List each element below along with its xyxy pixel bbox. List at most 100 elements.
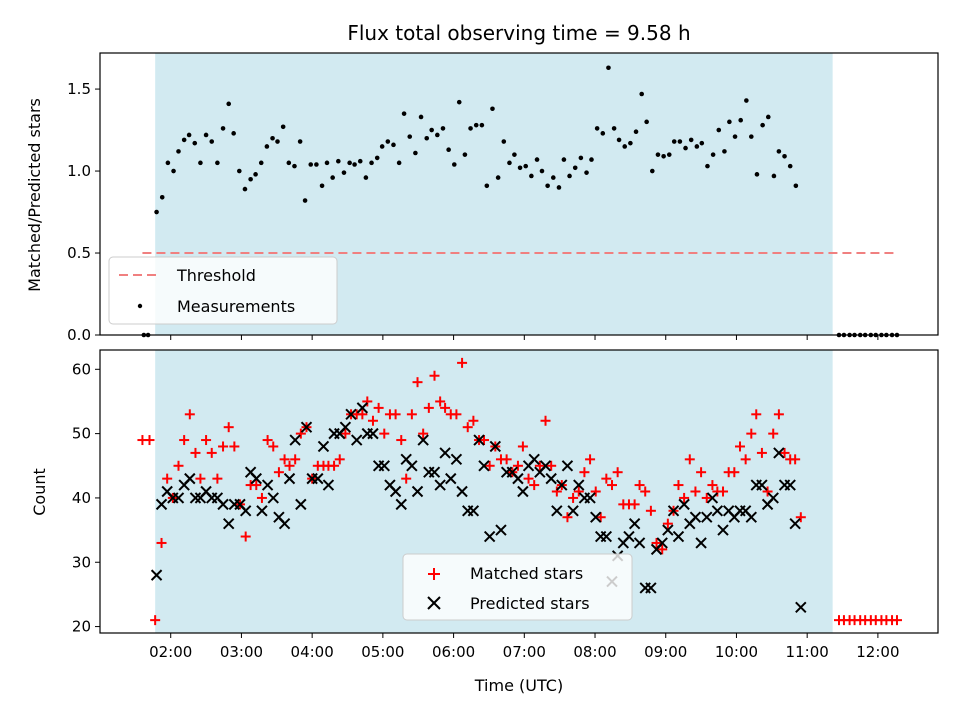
- matched-star-point: [551, 486, 562, 497]
- measurement-point: [176, 149, 181, 154]
- measurement-point: [622, 144, 628, 149]
- matched-star-point: [373, 402, 384, 413]
- predicted-star-point: [395, 498, 407, 511]
- measurement-point: [749, 134, 754, 139]
- matched-star-point: [707, 480, 718, 491]
- predicted-star-point: [489, 440, 502, 453]
- matched-star-point: [662, 518, 673, 529]
- measurement-point: [242, 186, 248, 192]
- measurement-point: [556, 185, 562, 190]
- predicted-star-point: [256, 505, 268, 517]
- measurement-point: [694, 144, 700, 149]
- measurement-point: [507, 160, 512, 166]
- measurement-point: [529, 173, 534, 179]
- predicted-star-point: [317, 440, 330, 453]
- measurement-point: [787, 163, 793, 169]
- legend-measurements-label: Measurements: [177, 297, 295, 316]
- matched-star-point: [240, 531, 251, 542]
- matched-star-point: [534, 460, 545, 471]
- matched-star-point: [891, 615, 902, 626]
- matched-star-point: [279, 454, 290, 465]
- matched-star-point: [640, 486, 651, 497]
- bottom-legend: Matched stars Predicted stars: [402, 553, 633, 621]
- matched-star-point: [229, 441, 240, 452]
- predicted-star-point: [345, 408, 357, 421]
- matched-star-point: [701, 492, 712, 503]
- measurement-point: [171, 168, 176, 174]
- measurement-point: [655, 152, 661, 157]
- matched-star-point: [568, 492, 579, 503]
- matched-star-point: [284, 460, 295, 471]
- x-axis-label: Time (UTC): [474, 676, 563, 695]
- measurement-point: [165, 160, 171, 166]
- measurement-point: [314, 162, 319, 167]
- measurement-point: [639, 91, 644, 97]
- predicted-star-point: [584, 492, 596, 504]
- measurement-point: [650, 168, 655, 174]
- predicted-star-point: [456, 485, 468, 498]
- measurement-point: [435, 132, 440, 138]
- matched-star-point: [251, 480, 262, 491]
- predicted-star-point: [428, 466, 441, 478]
- predicted-star-point: [312, 472, 324, 485]
- measurement-point: [473, 122, 479, 128]
- matched-star-point: [179, 435, 190, 446]
- y-tick-label: 40: [72, 489, 91, 507]
- measurement-point: [611, 126, 617, 131]
- matched-star-point: [440, 402, 451, 413]
- measurement-point: [523, 163, 529, 169]
- matched-star-point: [573, 486, 584, 497]
- matched-star-point: [718, 486, 729, 497]
- matched-star-point: [645, 505, 656, 516]
- y-tick-label: 60: [72, 360, 91, 378]
- predicted-star-point: [561, 460, 574, 472]
- top-legend-box: [108, 256, 338, 325]
- measurement-point: [479, 122, 485, 128]
- x-tick-label: 04:00: [291, 643, 334, 661]
- measurement-point: [357, 158, 363, 164]
- measurement-point: [159, 194, 165, 200]
- measurement-point: [292, 163, 297, 169]
- predicted-star-point: [278, 517, 291, 530]
- matched-star-point: [362, 396, 373, 407]
- top-axes-frame: [99, 52, 939, 336]
- predicted-star-point: [367, 427, 379, 440]
- measurement-point: [484, 183, 490, 189]
- measurement-point: [572, 165, 578, 171]
- measurement-point: [440, 126, 446, 131]
- predicted-star-point: [623, 530, 635, 543]
- x-tick-label: 02:00: [149, 643, 192, 661]
- x-tick-label: 12:00: [856, 643, 899, 661]
- matched-star-point: [218, 441, 229, 452]
- matched-star-point: [429, 370, 440, 381]
- matched-star-point: [457, 357, 468, 368]
- measurement-point: [413, 150, 418, 156]
- top-y-ticks: 0.0 0.5 1.0 1.5: [67, 80, 100, 344]
- measurement-point: [716, 127, 722, 133]
- measurement-point: [226, 101, 232, 107]
- matched-star-point: [206, 447, 217, 458]
- predicted-star-point: [573, 479, 585, 491]
- predicted-star-point: [150, 569, 163, 581]
- matched-star-point: [379, 428, 390, 439]
- measurement-point: [490, 106, 495, 112]
- matched-star-point: [634, 480, 645, 491]
- measurement-point: [220, 126, 226, 131]
- matched-star-point: [540, 415, 551, 426]
- measurement-point: [275, 139, 280, 144]
- bottom-y-axis-label: Count: [30, 468, 49, 516]
- legend-predicted-swatch: [427, 596, 441, 610]
- measurement-point: [462, 152, 468, 157]
- y-tick-label: 1.5: [67, 80, 91, 98]
- predicted-stars-points: [150, 402, 807, 613]
- matched-star-point: [412, 377, 423, 388]
- measurement-point: [352, 162, 357, 167]
- matched-star-point: [612, 467, 623, 478]
- predicted-star-point: [478, 460, 490, 472]
- predicted-star-point: [473, 434, 485, 446]
- measurement-point: [297, 139, 303, 144]
- matched-star-point: [150, 615, 161, 626]
- top-y-axis-label: Matched/Predicted stars: [25, 98, 44, 292]
- measurement-point: [192, 140, 198, 146]
- measurement-point: [379, 144, 385, 149]
